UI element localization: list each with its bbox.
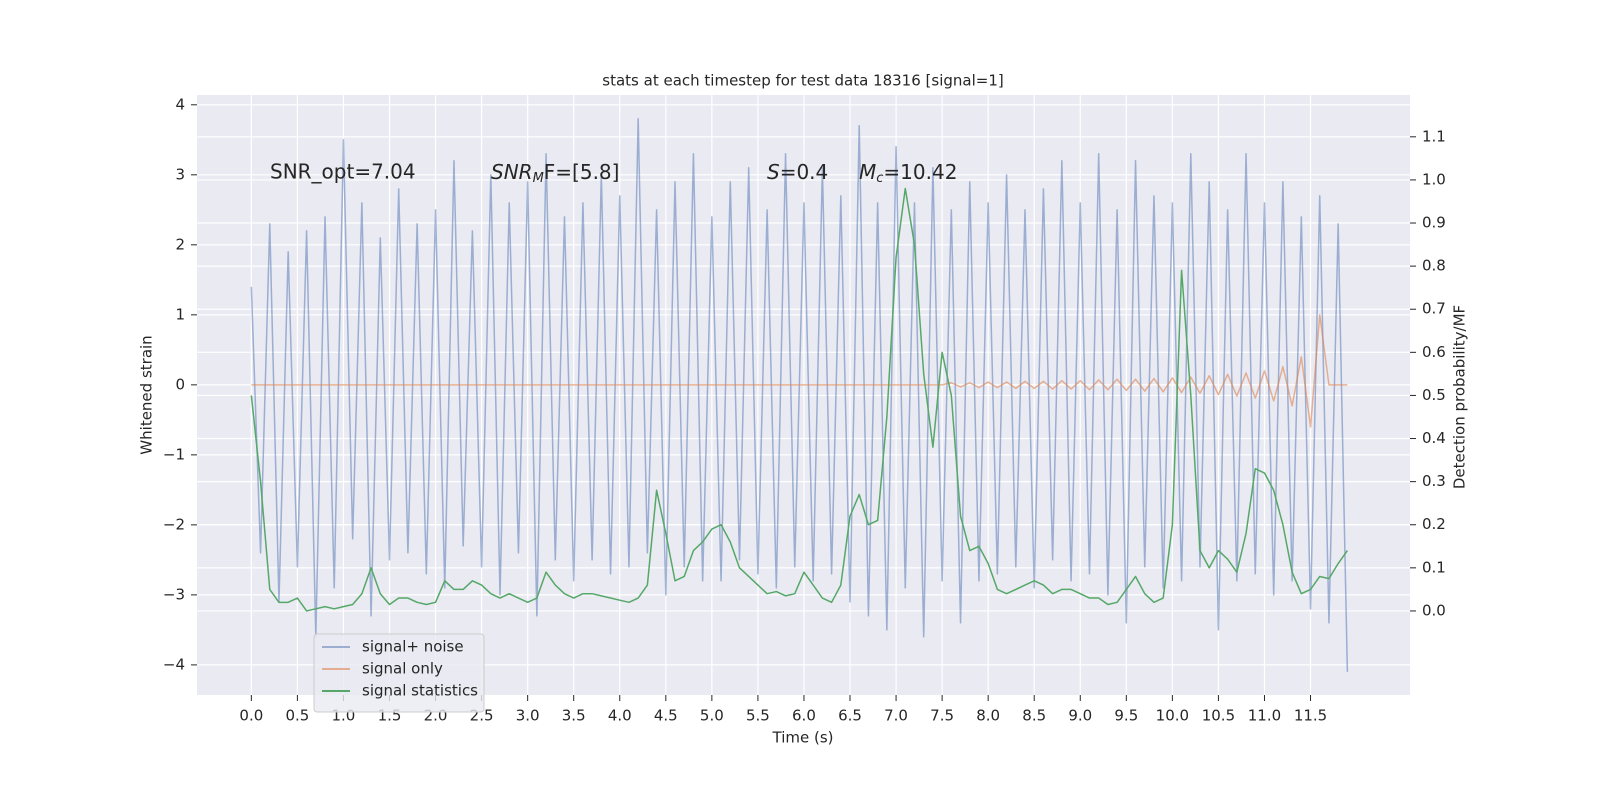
y-tick-label: −2 [163, 515, 185, 533]
annotation: Mc=10.42 [859, 160, 957, 186]
annotation-sub: M [533, 171, 544, 186]
annotation-italic: S [767, 160, 780, 184]
y2-tick-label: 0.9 [1422, 214, 1446, 232]
annotation-text: F=[5.8] [544, 160, 620, 184]
y-tick-label: 0 [175, 375, 185, 393]
y2-tick-label: 0.6 [1422, 343, 1446, 361]
legend-label: signal+ noise [362, 638, 464, 656]
y-axis-label: Whitened strain [138, 335, 156, 454]
series-line [251, 314, 1348, 428]
x-axis-label: Time (s) [772, 729, 834, 747]
y-tick-label: 1 [175, 305, 185, 323]
y-tick-label: −3 [163, 585, 185, 603]
legend-label: signal only [362, 660, 443, 678]
y-tick-label: −4 [163, 655, 185, 673]
x-tick-label: 10.5 [1202, 707, 1235, 725]
annotation-text: =0.4 [780, 160, 829, 184]
x-tick-label: 5.0 [700, 707, 724, 725]
y2-tick-label: 0.5 [1422, 386, 1446, 404]
annotation: SNR_opt=7.04 [270, 160, 416, 184]
y-tick-label: 4 [175, 95, 185, 113]
y2-tick-label: 0.1 [1422, 558, 1446, 576]
x-tick-label: 6.0 [792, 707, 816, 725]
x-tick-label: 11.5 [1294, 707, 1327, 725]
x-tick-label: 8.0 [976, 707, 1000, 725]
x-tick-label: 0.0 [239, 707, 263, 725]
annotation-sub: c [876, 171, 883, 186]
x-tick-label: 8.5 [1022, 707, 1046, 725]
x-tick-label: 4.5 [654, 707, 678, 725]
y-tick-label: 2 [175, 235, 185, 253]
y2-tick-label: 0.4 [1422, 429, 1446, 447]
x-tick-label: 4.0 [608, 707, 632, 725]
series-line [250, 187, 1348, 612]
marks [250, 118, 1349, 672]
x-tick-label: 10.0 [1156, 707, 1189, 725]
y2-tick-label: 0.8 [1422, 257, 1446, 275]
x-tick-label: 9.0 [1068, 707, 1092, 725]
x-tick-label: 7.5 [930, 707, 954, 725]
annotation-text: =10.42 [883, 160, 957, 184]
y2-tick-label: 0.7 [1422, 300, 1446, 318]
x-tick-label: 6.5 [838, 707, 862, 725]
legend-box [313, 633, 485, 713]
y-tick-label: −1 [163, 445, 185, 463]
y2-tick-label: 0.2 [1422, 515, 1446, 533]
x-tick-label: 3.0 [516, 707, 540, 725]
x-tick-label: 5.5 [746, 707, 770, 725]
x-tick-label: 0.5 [285, 707, 309, 725]
x-tick-label: 11.0 [1248, 707, 1281, 725]
annotation: S=0.4 [767, 160, 828, 184]
x-tick-label: 3.5 [562, 707, 586, 725]
x-tick-label: 7.0 [884, 707, 908, 725]
legend: signal+ noise signal only signal statistic… [313, 633, 485, 713]
y2-tick-label: 1.0 [1422, 170, 1446, 188]
labels: 0.0 0.5 1.0 1.5 2.0 2.5 3.0 3.5 4.0 4.5 5.0 5.5 6.0 6… [163, 95, 1446, 724]
x-tick-label: 9.5 [1114, 707, 1138, 725]
annotation-italic: M [859, 160, 876, 184]
y2-tick-label: 0.3 [1422, 472, 1446, 490]
y2-axis-label: Detection probability/MF [1451, 305, 1469, 489]
y2-tick-label: 1.1 [1422, 127, 1446, 145]
chart-title: stats at each timestep for test data 183… [602, 72, 1003, 90]
annotation-italic: SNR [491, 160, 533, 184]
y-tick-label: 3 [175, 165, 185, 183]
annotation: SNRMF=[5.8] [491, 160, 619, 186]
y2-tick-label: 0.0 [1422, 601, 1446, 619]
legend-label: signal statistics [362, 682, 478, 700]
